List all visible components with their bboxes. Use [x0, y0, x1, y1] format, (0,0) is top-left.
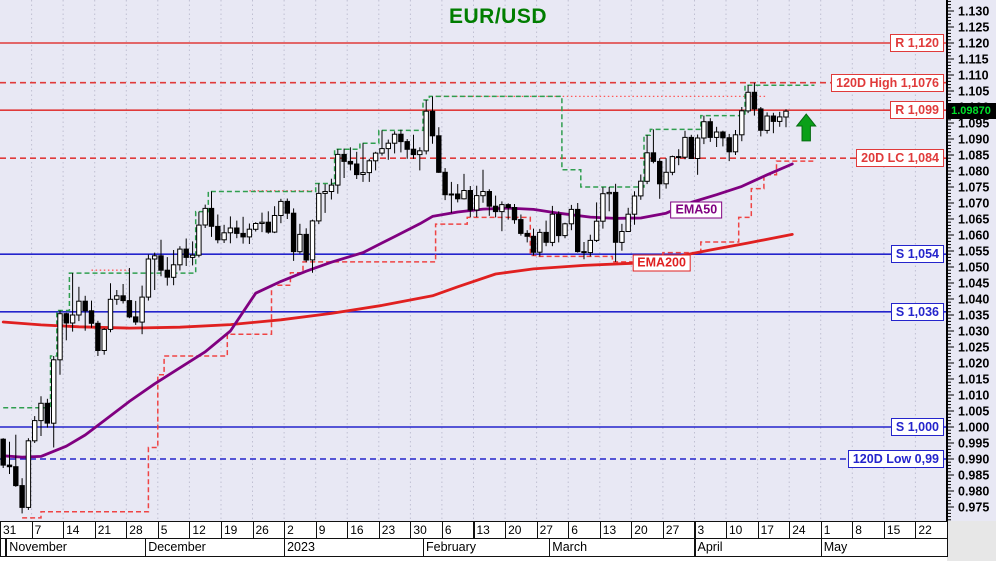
- level-label-r-1-099: R 1,099: [890, 101, 944, 120]
- price-tick-label: 1.025: [958, 341, 989, 355]
- price-tick-label: 1.130: [958, 5, 989, 19]
- price-tick-label: 1.015: [958, 373, 989, 387]
- grid-lines: [31, 0, 916, 519]
- week-tick: 12: [189, 521, 222, 539]
- ema50-label: EMA50: [670, 201, 723, 219]
- buy-signal-arrow: [795, 113, 817, 142]
- week-tick: 22: [915, 521, 948, 539]
- level-label-s-1-036: S 1,036: [890, 302, 944, 321]
- price-tick-label: 1.095: [958, 117, 989, 131]
- week-tick: 27: [662, 521, 696, 539]
- price-tick-label: 1.050: [958, 261, 989, 275]
- price-tick-label: 0.985: [958, 469, 989, 483]
- price-tick-label: 1.040: [958, 293, 989, 307]
- price-tick-label: 0.980: [958, 485, 989, 499]
- month-cell: December: [145, 538, 286, 557]
- week-tick: 6: [441, 521, 475, 539]
- week-tick: 17: [757, 521, 791, 539]
- price-tick-label: 1.090: [958, 133, 989, 147]
- week-tick: 9: [315, 521, 349, 539]
- month-cell-stub: [0, 538, 7, 557]
- price-tick-label: 0.995: [958, 437, 989, 451]
- price-tick-label: 1.010: [958, 389, 989, 403]
- month-cell: April: [694, 538, 822, 557]
- level-label-s-1-000: S 1,000: [890, 418, 944, 436]
- week-tick: 2: [284, 521, 317, 539]
- price-tick-label: 1.060: [958, 229, 989, 243]
- week-tick: 31: [0, 521, 33, 539]
- week-tick: 16: [347, 521, 380, 539]
- week-tick: 23: [378, 521, 412, 539]
- week-tick: 19: [221, 521, 254, 539]
- week-tick: 27: [536, 521, 570, 539]
- level-label-120d-low-0-99: 120D Low 0,99: [847, 450, 944, 468]
- week-tick: 30: [410, 521, 443, 539]
- month-cell: 2023: [284, 538, 424, 557]
- price-tick-label: 1.105: [958, 85, 989, 99]
- level-label-20d-lc-1-084: 20D LC 1,084: [856, 149, 944, 168]
- level-label-s-1-054: S 1,054: [890, 245, 944, 264]
- ema50-line: [1, 162, 794, 459]
- price-tick-label: 1.075: [958, 181, 989, 195]
- week-tick: 5: [157, 521, 191, 539]
- price-tick-label: 1.020: [958, 357, 989, 371]
- price-tick-label: 1.035: [958, 309, 989, 323]
- price-tick-label: 1.125: [958, 21, 989, 35]
- price-axis: 1.1301.1251.1201.1151.1101.1051.1001.095…: [946, 0, 989, 521]
- price-tick-label: 1.000: [958, 421, 989, 435]
- price-tick-label: 1.115: [958, 53, 989, 67]
- price-tick-label: 0.975: [958, 501, 989, 515]
- week-tick: 20: [505, 521, 538, 539]
- chart-title: EUR/USD: [448, 5, 547, 28]
- month-cell: May: [820, 538, 948, 557]
- price-tick-label: 1.030: [958, 325, 989, 339]
- week-tick: 28: [126, 521, 159, 539]
- week-tick: 13: [473, 521, 507, 539]
- week-tick: 26: [252, 521, 286, 539]
- week-tick: 13: [599, 521, 633, 539]
- price-tick-label: 1.120: [958, 37, 989, 51]
- month-cell: February: [423, 538, 551, 557]
- price-tick-label: 1.005: [958, 405, 989, 419]
- corner-spacer: [947, 521, 996, 561]
- month-cell: November: [6, 538, 147, 557]
- price-chart-canvas[interactable]: 1.1301.1251.1201.1151.1101.1051.1001.095…: [0, 0, 996, 521]
- week-tick: 8: [852, 521, 885, 539]
- price-tick-label: 1.065: [958, 213, 989, 227]
- high-channel-line: [3, 84, 815, 409]
- price-tick-label: 1.045: [958, 277, 989, 291]
- price-tick-label: 1.070: [958, 197, 989, 211]
- week-tick: 20: [631, 521, 664, 539]
- week-tick: 3: [694, 521, 728, 539]
- candlesticks: [0, 82, 789, 514]
- week-tick: 6: [568, 521, 601, 539]
- current-price-badge: 1.09870: [946, 103, 996, 119]
- price-tick-label: 1.110: [958, 69, 989, 83]
- week-tick: 10: [726, 521, 759, 539]
- week-tick: 1: [820, 521, 854, 539]
- week-tick: 7: [31, 521, 65, 539]
- week-tick: 21: [94, 521, 128, 539]
- ema200-label: EMA200: [632, 254, 691, 272]
- level-label-r-1-120: R 1,120: [890, 34, 944, 52]
- price-tick-label: 0.990: [958, 453, 989, 467]
- week-tick: 15: [883, 521, 917, 539]
- week-tick: 24: [789, 521, 822, 539]
- month-cell: March: [549, 538, 696, 557]
- low-channel-line: [22, 160, 816, 519]
- price-tick-label: 1.055: [958, 245, 989, 259]
- price-tick-label: 1.080: [958, 165, 989, 179]
- date-axis: 31 7 14 21 28 5 12 19 26 2 9 16 23 30 6 13 20 27 6 13 20 27 3 1…: [0, 521, 948, 557]
- level-label-120d-high-1-1076: 120D High 1,1076: [831, 73, 944, 92]
- price-tick-label: 1.085: [958, 149, 989, 163]
- week-tick: 14: [63, 521, 96, 539]
